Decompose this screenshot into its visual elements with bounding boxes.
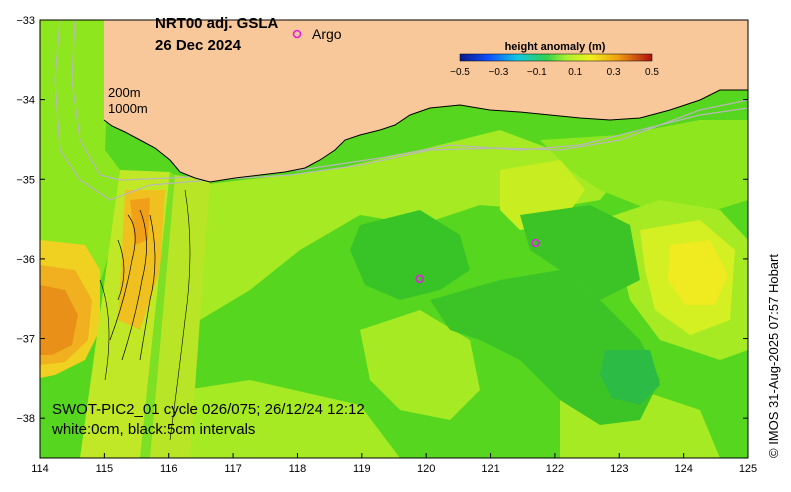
x-tick-label: 116 <box>160 463 178 475</box>
y-tick-label: −37 <box>16 334 35 346</box>
map-title: NRT00 adj. GSLA <box>155 15 279 32</box>
colorbar-tick-label: 0.5 <box>645 67 659 78</box>
colorbar-ticks: −0.5 −0.3 −0.1 0.1 0.3 0.5 <box>450 67 659 78</box>
argo-float-marker <box>415 274 425 284</box>
y-tick-label: −34 <box>16 95 35 107</box>
y-axis: −33 −34 −35 −36 −37 −38 <box>16 15 748 425</box>
colorbar-tick-label: −0.1 <box>527 67 547 78</box>
x-tick-label: 125 <box>739 463 757 475</box>
x-tick-label: 121 <box>481 463 499 475</box>
x-axis: 114 115 116 117 118 119 120 121 122 123 124 125 <box>31 453 757 475</box>
credit: © IMOS 31-Aug-2025 07:57 Hobart <box>766 254 781 458</box>
y-tick-label: −36 <box>16 254 35 266</box>
y-tick-label: −35 <box>16 174 35 186</box>
contour-note: white:0cm, black:5cm intervals <box>52 421 256 438</box>
y-tick-label: −33 <box>16 15 35 27</box>
x-tick-label: 120 <box>417 463 435 475</box>
y-tick-label: −38 <box>16 413 35 425</box>
argo-markers <box>415 238 540 284</box>
x-tick-label: 123 <box>610 463 628 475</box>
x-tick-label: 118 <box>289 463 307 475</box>
isobath-label-200: 200m <box>108 85 141 100</box>
x-tick-label: 115 <box>96 463 114 475</box>
isobath-label-1000: 1000m <box>108 101 148 116</box>
coastline-edge <box>103 89 748 183</box>
x-tick-label: 119 <box>353 463 371 475</box>
colorbar-tick-label: 0.1 <box>568 67 582 78</box>
swot-swath <box>80 170 210 458</box>
argo-legend-label: Argo <box>312 26 342 42</box>
x-tick-label: 122 <box>546 463 564 475</box>
plot-frame <box>39 19 749 459</box>
colorbar-tick-label: 0.3 <box>607 67 621 78</box>
x-tick-label: 117 <box>224 463 242 475</box>
argo-float-marker <box>531 238 540 248</box>
isobath-lines <box>54 20 748 201</box>
map-date: 26 Dec 2024 <box>155 37 241 54</box>
colorbar-gradient <box>459 53 653 62</box>
colorbar: height anomaly (m) −0.5 −0.3 −0.1 0.1 0.3 0.5 <box>450 41 659 78</box>
x-tick-label: 114 <box>31 463 49 475</box>
colorbar-tick-label: −0.3 <box>489 67 509 78</box>
argo-legend-marker <box>292 29 302 39</box>
colorbar-title: height anomaly (m) <box>505 41 606 53</box>
swot-note: SWOT-PIC2_01 cycle 026/075; 26/12/24 12:… <box>52 401 365 418</box>
colorbar-tick-label: −0.5 <box>450 67 470 78</box>
x-tick-label: 124 <box>674 463 692 475</box>
